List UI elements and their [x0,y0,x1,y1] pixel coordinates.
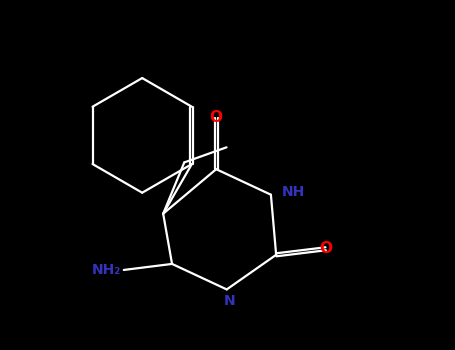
Text: O: O [319,241,332,256]
Text: NH: NH [282,185,305,199]
Text: O: O [210,110,222,125]
Text: N: N [224,294,236,308]
Text: NH₂: NH₂ [91,263,121,277]
